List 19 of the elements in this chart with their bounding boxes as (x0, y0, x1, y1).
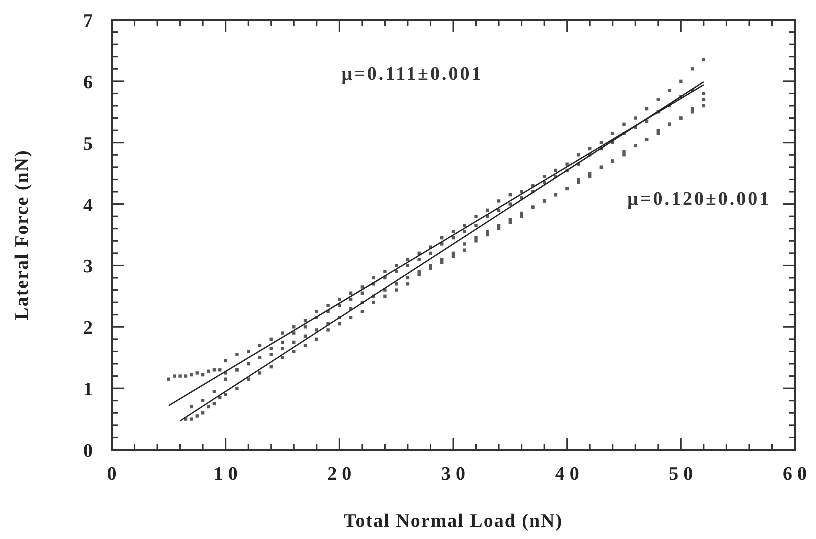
x-tick-label: 10 (214, 464, 243, 485)
y-axis-title: Lateral Force (nN) (12, 150, 33, 320)
y-tick-label: 5 (84, 134, 98, 155)
x-tick-label: 20 (328, 464, 357, 485)
annotation: μ=0.120±0.001 (628, 188, 772, 210)
y-tick-label: 2 (84, 318, 98, 340)
y-tick-label: 6 (84, 72, 98, 94)
y-tick-label: 0 (84, 441, 98, 462)
y-tick-label: 3 (84, 256, 98, 278)
y-tick-label: 7 (84, 11, 98, 32)
x-tick-label: 40 (555, 464, 584, 485)
y-tick-label: 4 (84, 195, 98, 216)
annotation: μ=0.111±0.001 (342, 64, 484, 86)
x-tick-label: 50 (669, 464, 698, 485)
x-tick-label: 0 (107, 464, 122, 485)
x-tick-label: 60 (783, 464, 812, 485)
x-tick-label: 30 (442, 464, 470, 485)
x-axis-title: Total Normal Load (nN) (344, 511, 564, 532)
y-tick-label: 1 (84, 380, 98, 401)
